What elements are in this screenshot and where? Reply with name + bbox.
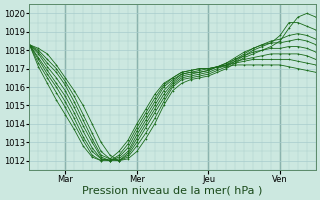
X-axis label: Pression niveau de la mer( hPa ): Pression niveau de la mer( hPa ) (83, 186, 263, 196)
